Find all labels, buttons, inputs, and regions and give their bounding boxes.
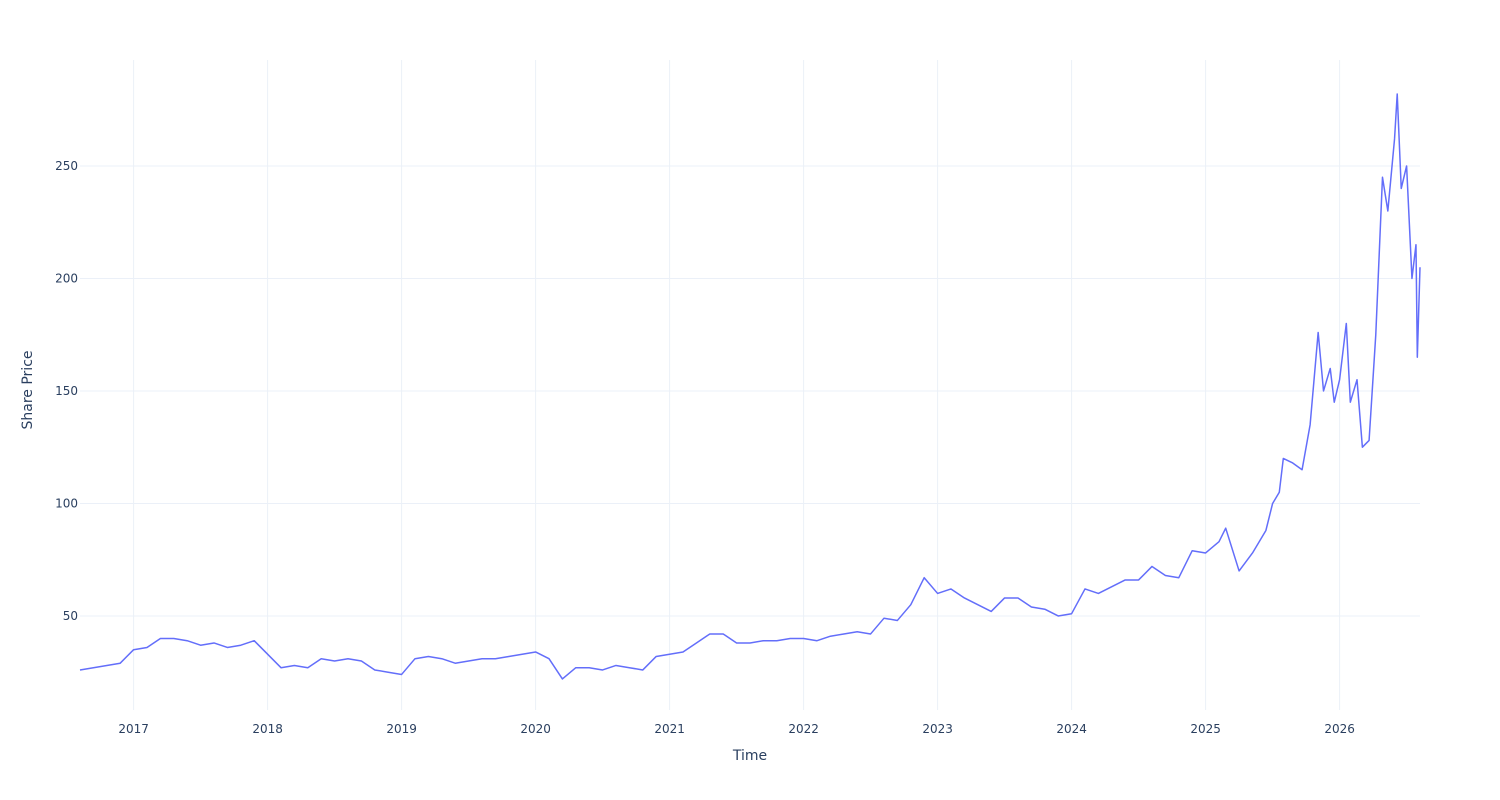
- price-line: [79, 93, 1421, 680]
- x-tick-label: 2026: [1324, 722, 1355, 736]
- x-tick-label: 2017: [118, 722, 149, 736]
- y-tick-label: 150: [55, 384, 78, 398]
- x-tick-label: 2021: [654, 722, 685, 736]
- y-axis-title: Share Price: [20, 350, 36, 429]
- x-tick-label: 2019: [386, 722, 417, 736]
- y-tick-label: 200: [55, 271, 78, 285]
- x-axis-title: Time: [732, 748, 767, 764]
- x-tick-label: 2024: [1056, 722, 1087, 736]
- y-tick-label: 250: [55, 159, 78, 173]
- x-tick-label: 2025: [1190, 722, 1221, 736]
- x-tick-label: 2018: [252, 722, 283, 736]
- y-tick-label: 50: [63, 609, 78, 623]
- x-tick-label: 2022: [788, 722, 819, 736]
- x-tick-label: 2020: [520, 722, 551, 736]
- y-tick-label: 100: [55, 496, 78, 510]
- x-tick-label: 2023: [922, 722, 953, 736]
